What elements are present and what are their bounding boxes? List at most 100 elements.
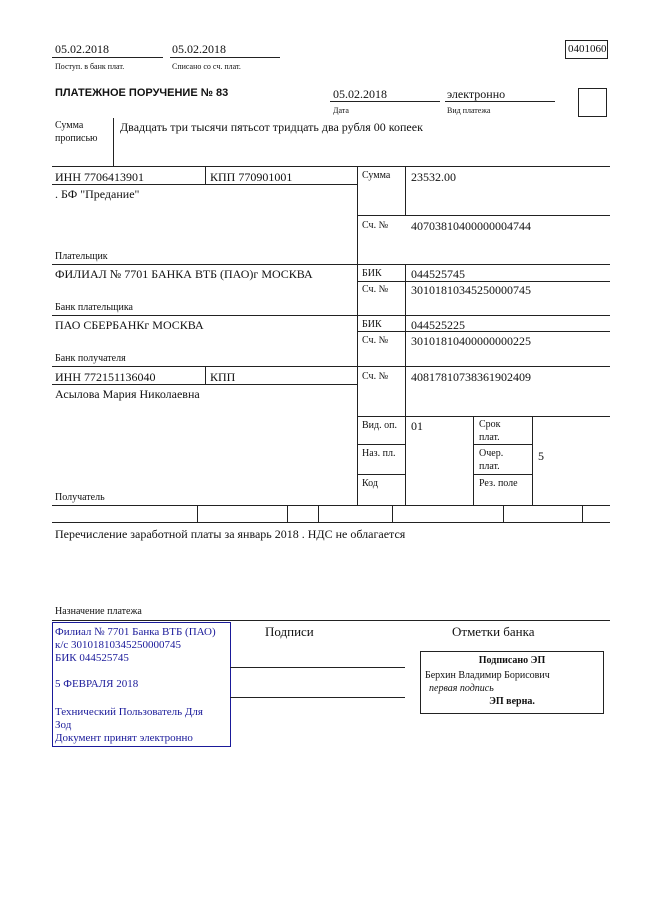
divider (357, 281, 610, 282)
divider (473, 444, 532, 445)
payee-bank-bik: 044525225 (411, 318, 465, 332)
stamp-line: Филиал № 7701 Банка ВТБ (ПАО) (55, 626, 216, 638)
divider (170, 57, 280, 58)
divider (357, 166, 358, 505)
order-label: Очер. (479, 448, 504, 459)
amount-words-label: Сумма (55, 120, 84, 131)
signature-line (230, 667, 405, 668)
payer-account-label: Сч. № (362, 220, 389, 231)
esign-stamp: Подписано ЭП Берхин Владимир Борисович п… (420, 651, 604, 714)
order-label: плат. (479, 461, 500, 472)
signatures-label: Подписи (265, 624, 314, 639)
divider (392, 505, 393, 522)
divider (318, 505, 319, 522)
divider (503, 505, 504, 522)
payee-bank-account: 30101810400000000225 (411, 334, 531, 348)
divider (473, 474, 532, 475)
divider (582, 505, 583, 522)
stamp-line: Документ принят электронно (55, 732, 193, 744)
payee-inn: ИНН 772151136040 (55, 370, 156, 384)
stamp-line: Технический Пользователь Для (55, 706, 203, 718)
reserve-label: Рез. поле (479, 478, 518, 489)
empty-box (578, 88, 607, 117)
divider (532, 416, 533, 505)
order-date-label: Дата (333, 106, 349, 115)
divider (357, 416, 610, 417)
divider (52, 184, 357, 185)
divider (357, 215, 610, 216)
payee-account-label: Сч. № (362, 371, 389, 382)
bank-stamp: Филиал № 7701 Банка ВТБ (ПАО) к/с 301018… (52, 622, 231, 747)
divider (52, 166, 610, 167)
divider (330, 101, 440, 102)
op-type: 01 (411, 419, 423, 433)
divider (205, 366, 206, 384)
purpose-label: Назначение платежа (55, 606, 142, 617)
esign-signer: Берхин Владимир Борисович (425, 670, 550, 681)
divider (287, 505, 288, 522)
payee-bank-bik-label: БИК (362, 319, 382, 330)
stamp-line: к/с 30101810345250000745 (55, 639, 182, 651)
payer-bank-bik: 044525745 (411, 267, 465, 281)
divider (52, 620, 610, 621)
divider (113, 118, 114, 166)
divider (357, 474, 405, 475)
order-date: 05.02.2018 (333, 87, 387, 101)
amount-words-label: прописью (55, 133, 98, 144)
payer-bank-account: 30101810345250000745 (411, 283, 531, 297)
stamp-line: Зод (55, 719, 72, 731)
bank-marks-label: Отметки банка (452, 624, 535, 639)
form-code-box: 0401060 (565, 40, 608, 59)
payer-bank-bik-label: БИК (362, 268, 382, 279)
signature-line (230, 697, 405, 698)
purpose-code-label: Наз. пл. (362, 448, 396, 459)
payee-bank-account-label: Сч. № (362, 335, 389, 346)
divider (52, 522, 610, 523)
order-value: 5 (538, 449, 544, 463)
esign-role: первая подпись (429, 683, 494, 694)
amount-words: Двадцать три тысячи пятьсот тридцать два… (120, 120, 423, 134)
code-label: Код (362, 478, 378, 489)
debited-label: Списано со сч. плат. (172, 62, 241, 71)
payer-bank-label: Банк плательщика (55, 302, 133, 313)
esign-status: ЭП верна. (489, 696, 535, 707)
divider (52, 366, 610, 367)
payer-inn: ИНН 7706413901 (55, 170, 144, 184)
payee-kpp: КПП (210, 370, 236, 384)
divider (52, 505, 610, 506)
divider (205, 166, 206, 184)
payer-bank-account-label: Сч. № (362, 284, 389, 295)
payer-name: . БФ "Предание" (55, 187, 140, 201)
payee-account: 40817810738361902409 (411, 370, 531, 384)
divider (405, 166, 406, 216)
divider (197, 505, 198, 522)
divider (473, 416, 474, 505)
divider (52, 57, 163, 58)
divider (357, 444, 405, 445)
payment-type-label: Вид платежа (447, 106, 491, 115)
payee-name: Асылова Мария Николаевна (55, 387, 200, 401)
payer-label: Плательщик (55, 251, 108, 262)
page-title: ПЛАТЕЖНОЕ ПОРУЧЕНИЕ № 83 (55, 87, 229, 99)
sum-value: 23532.00 (411, 170, 456, 184)
divider (52, 384, 357, 385)
esign-title: Подписано ЭП (478, 655, 546, 666)
received-date: 05.02.2018 (55, 42, 109, 56)
payer-account: 40703810400000004744 (411, 219, 531, 233)
received-label: Поступ. в банк плат. (55, 62, 125, 71)
divider (52, 264, 610, 265)
op-type-label: Вид. оп. (362, 420, 397, 431)
divider (357, 331, 610, 332)
divider (52, 315, 610, 316)
term-label: плат. (479, 432, 500, 443)
divider (445, 101, 555, 102)
debited-date: 05.02.2018 (172, 42, 226, 56)
stamp-line: БИК 044525745 (55, 652, 129, 664)
payment-type: электронно (447, 87, 506, 101)
divider (405, 264, 406, 505)
payer-bank-name: ФИЛИАЛ № 7701 БАНКА ВТБ (ПАО)г МОСКВА (55, 267, 313, 281)
stamp-line: 5 ФЕВРАЛЯ 2018 (55, 678, 139, 690)
sum-label: Сумма (362, 170, 391, 181)
term-label: Срок (479, 419, 501, 430)
